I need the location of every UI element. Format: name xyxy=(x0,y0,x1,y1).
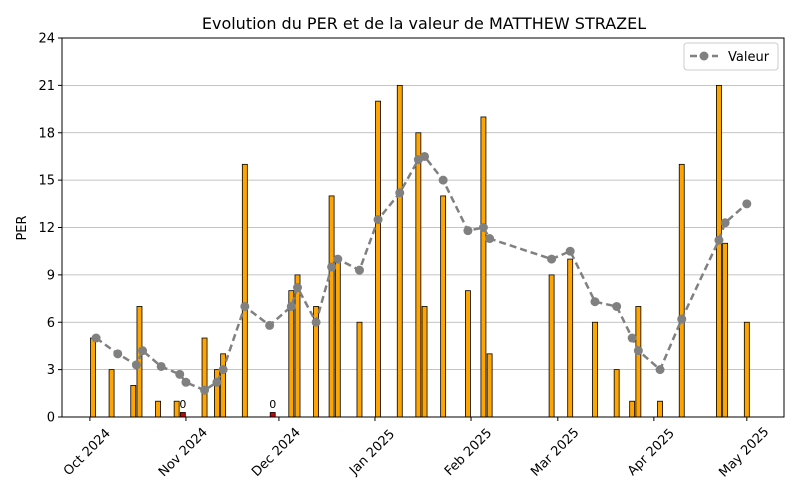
y-tick-label: 0 xyxy=(47,411,55,426)
y-tick-label: 21 xyxy=(38,79,55,94)
per-bar xyxy=(613,369,620,418)
per-bar xyxy=(220,353,227,418)
per-bar xyxy=(440,195,447,418)
chart-title: Evolution du PER et de la valeur de MATT… xyxy=(202,14,646,33)
per-bar xyxy=(629,400,636,418)
value-point xyxy=(395,188,405,198)
per-bar xyxy=(155,400,161,418)
y-axis: 0 3 6 9 12 15 18 21 24 xyxy=(38,32,62,426)
value-point xyxy=(612,301,622,311)
y-tick-label: 15 xyxy=(38,174,55,189)
per-bar xyxy=(201,337,208,418)
value-point xyxy=(113,349,123,359)
legend-label-valeur: Valeur xyxy=(728,50,770,65)
value-point xyxy=(240,301,250,311)
value-point xyxy=(485,234,495,244)
value-point xyxy=(286,301,296,311)
per-bar xyxy=(334,258,341,418)
legend-box xyxy=(683,42,779,71)
value-point xyxy=(175,369,185,379)
y-tick-label: 9 xyxy=(47,268,55,283)
per-bar xyxy=(567,258,574,418)
per-bar xyxy=(678,163,685,418)
value-point xyxy=(633,346,643,356)
value-point xyxy=(478,223,488,232)
value-point xyxy=(655,365,665,375)
per-bar xyxy=(294,274,301,418)
value-point xyxy=(720,218,730,228)
value-point xyxy=(677,314,687,324)
per-bar-zero xyxy=(179,412,186,418)
value-point xyxy=(218,365,228,375)
per-bar xyxy=(415,132,422,418)
value-point xyxy=(565,246,575,256)
y-tick-label: 3 xyxy=(47,363,55,378)
per-bar xyxy=(356,321,363,418)
value-point xyxy=(311,317,321,327)
value-point xyxy=(354,265,364,275)
per-bar xyxy=(722,242,729,418)
per-bar xyxy=(743,321,750,418)
value-series xyxy=(91,151,752,395)
value-point xyxy=(327,262,337,272)
per-bar xyxy=(480,116,487,418)
value-point xyxy=(373,215,383,225)
per-bar xyxy=(592,321,598,418)
value-point xyxy=(714,235,724,245)
per-bar xyxy=(108,369,115,418)
legend: Valeur xyxy=(683,42,779,71)
y-tick-label: 18 xyxy=(38,126,55,141)
value-point xyxy=(590,297,600,307)
zero-value-label: 0 xyxy=(269,398,276,411)
value-point xyxy=(181,377,191,387)
per-bar xyxy=(716,84,722,418)
value-point xyxy=(627,333,637,343)
legend-marker xyxy=(699,51,709,61)
value-point xyxy=(463,226,473,236)
per-bar xyxy=(90,337,96,418)
y-axis-title: PER xyxy=(15,215,30,240)
value-point xyxy=(200,385,210,395)
per-bar xyxy=(548,274,555,418)
per-bar xyxy=(635,306,642,418)
per-bar xyxy=(130,385,137,418)
value-point xyxy=(131,360,141,370)
value-point xyxy=(333,254,343,264)
y-tick-label: 12 xyxy=(38,221,55,236)
value-point xyxy=(420,151,430,161)
per-bar xyxy=(396,84,403,418)
value-point xyxy=(438,175,448,185)
per-bar xyxy=(375,100,381,418)
zero-value-label: 0 xyxy=(179,398,186,411)
per-bar xyxy=(657,400,663,418)
value-point xyxy=(138,346,148,356)
per-bar-zero xyxy=(269,412,276,418)
per-bar xyxy=(421,306,428,418)
per-bar xyxy=(486,353,493,418)
value-point xyxy=(547,254,557,264)
value-point xyxy=(91,333,101,343)
y-tick-label: 6 xyxy=(47,316,55,331)
value-point xyxy=(293,283,303,293)
per-bar xyxy=(241,163,248,418)
value-point xyxy=(742,199,752,209)
value-point xyxy=(212,377,222,387)
value-point xyxy=(265,320,275,330)
y-tick-label: 24 xyxy=(38,32,55,47)
per-bar xyxy=(465,290,471,418)
value-point xyxy=(156,361,166,371)
per-bar xyxy=(328,195,335,418)
